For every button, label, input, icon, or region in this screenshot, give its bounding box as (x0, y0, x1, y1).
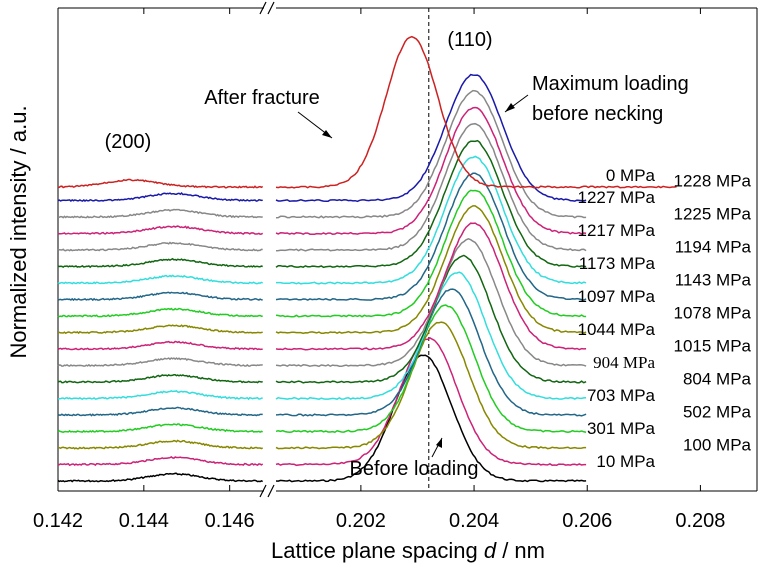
series-label: 100 MPa (683, 436, 752, 455)
x-axis-label-suffix: / nm (496, 538, 545, 563)
series-line-right (275, 321, 587, 450)
series-line-left (57, 389, 263, 401)
x-tick-label: 0.208 (675, 510, 725, 532)
series-line-left (57, 307, 263, 318)
series-line-right (275, 254, 587, 384)
x-tick-label: 0.142 (33, 510, 83, 532)
series-label: 1225 MPa (674, 205, 752, 224)
annotation-max-loading-line2: before necking (532, 103, 663, 125)
series-line-left (57, 192, 263, 202)
series-line-right (276, 155, 587, 285)
series-label: 804 MPa (683, 370, 752, 389)
series-label: 1228 MPa (674, 172, 752, 191)
series-label: 1194 MPa (675, 238, 752, 257)
annotations: (200) (110) After fracture Maximum loading b… (105, 29, 689, 480)
x-tick-label: 0.144 (119, 510, 169, 532)
curves (57, 8, 677, 491)
arrowhead-after-fracture (322, 130, 332, 138)
series-line-right (275, 354, 587, 483)
series-label: 1143 MPa (675, 271, 752, 290)
axis-break-mark (267, 1, 275, 15)
series-line-right (275, 89, 587, 219)
series-line-left (57, 291, 263, 302)
x-tick-label: 0.146 (205, 510, 255, 532)
arrowhead-max-loading (505, 103, 515, 112)
annotation-before-loading: Before loading (350, 458, 479, 480)
series-label: 703 MPa (587, 386, 656, 405)
series-line-left (57, 357, 263, 367)
series-line-left (57, 374, 263, 384)
series-line-left (57, 439, 264, 450)
series-line-right (275, 237, 587, 368)
x-tick-label: 0.202 (336, 510, 386, 532)
x-tick-label: 0.204 (449, 510, 499, 532)
series-line-right (275, 139, 587, 269)
series-label: 1015 MPa (674, 337, 752, 356)
x-tick-label: 0.206 (562, 510, 612, 532)
series-line-right (275, 189, 587, 318)
x-axis-label-prefix: Lattice plane spacing (271, 538, 484, 563)
series-line-left (57, 225, 264, 235)
series-label: 904 MPa (593, 353, 655, 372)
series-line-left (57, 406, 263, 417)
series-label: 1173 MPa (579, 254, 656, 273)
x-axis-label-var: d (484, 538, 497, 563)
series-line-right (275, 122, 587, 252)
series-line-left (57, 472, 264, 483)
series-line-right (275, 337, 587, 467)
series-line-right (275, 35, 677, 189)
series-labels: 10 MPa 100 MPa 301 MPa 502 MPa 703 MPa 804 MP… (578, 166, 752, 471)
series-line-left (57, 257, 263, 269)
series-line-left (57, 340, 263, 351)
axis-break-mark (267, 484, 275, 498)
annotation-after-fracture: After fracture (204, 87, 320, 109)
series-line-right (275, 205, 587, 335)
peak-label-200: (200) (105, 131, 152, 153)
series-label: 10 MPa (596, 452, 655, 471)
series-label: 1078 MPa (674, 304, 752, 323)
series-line-left (58, 324, 263, 335)
series-line-left (57, 423, 263, 433)
annotation-max-loading-line1: Maximum loading (532, 73, 689, 95)
series-line-right (275, 106, 587, 236)
arrowhead-before-loading (436, 438, 442, 448)
series-line-left (58, 208, 263, 219)
series-label: 1217 MPa (578, 221, 656, 240)
series-label: 502 MPa (683, 403, 752, 422)
y-axis-label: Normalized intensity / a.u. (6, 105, 31, 358)
x-axis-label: Lattice plane spacing d / nm (271, 538, 545, 563)
series-line-right (275, 304, 587, 434)
series-label: 1097 MPa (578, 287, 656, 306)
series-label: 1227 MPa (578, 188, 656, 207)
peak-label-110: (110) (447, 29, 492, 51)
series-line-left (57, 455, 264, 467)
axis-break-mark (259, 484, 267, 498)
series-line-right (275, 172, 587, 301)
series-line-right (275, 222, 587, 351)
axis-break-mark (259, 1, 267, 15)
ticks: 0.142 0.144 0.146 0.202 0.204 0.206 0.208 (33, 8, 725, 532)
series-line-left (57, 241, 263, 252)
series-label: 1044 MPa (578, 320, 656, 339)
series-line-left (57, 274, 263, 285)
series-label: 0 MPa (606, 166, 656, 185)
series-line-left (57, 178, 264, 189)
series-label: 301 MPa (587, 419, 656, 438)
